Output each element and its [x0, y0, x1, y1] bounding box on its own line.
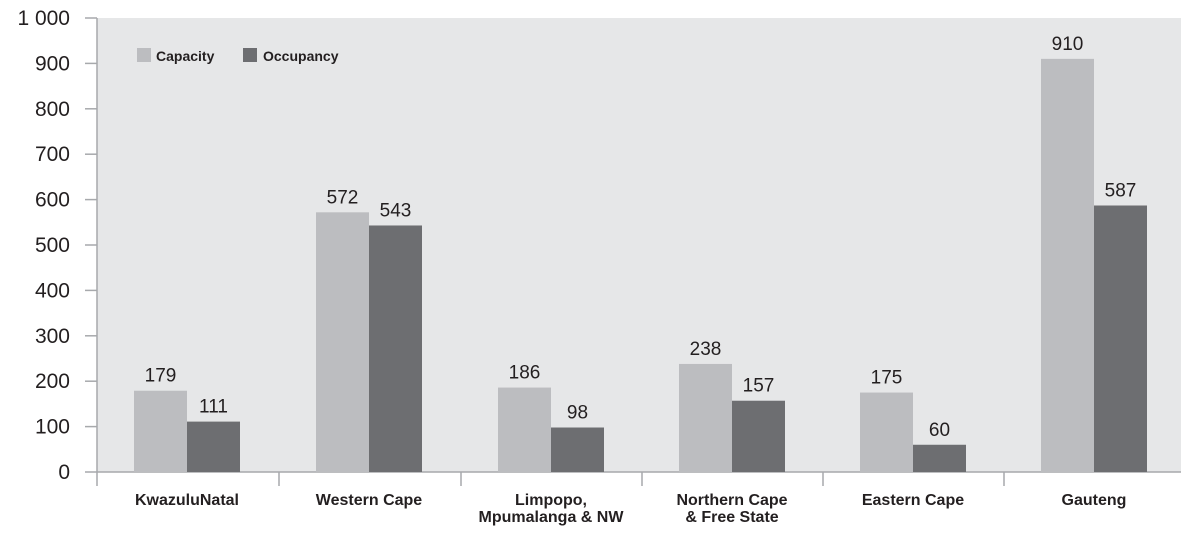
bar-capacity-5: [1041, 58, 1094, 473]
x-category-label-5-0: Gauteng: [1062, 492, 1127, 509]
value-label-occupancy-4: 60: [929, 420, 950, 441]
bar-occupancy-1: [369, 225, 422, 472]
bar-occupancy-2: [551, 427, 604, 472]
value-label-occupancy-3: 157: [743, 376, 775, 397]
x-category-label-2-1: Mpumalanga & NW: [479, 509, 625, 526]
value-label-capacity-5: 910: [1052, 34, 1084, 55]
bar-capacity-4: [860, 392, 913, 472]
legend-label-capacity: Capacity: [156, 48, 215, 64]
bar-capacity-3: [679, 363, 732, 472]
legend-swatch-occupancy: [243, 48, 257, 62]
value-label-capacity-4: 175: [871, 368, 903, 389]
legend-swatch-capacity: [137, 48, 151, 62]
bar-capacity-2: [498, 387, 551, 472]
value-label-capacity-2: 186: [509, 363, 541, 384]
y-tick-label-500: 500: [35, 234, 70, 257]
x-category-label-4-0: Eastern Cape: [862, 492, 964, 509]
x-category-label-2-0: Limpopo,: [515, 492, 587, 509]
value-label-occupancy-2: 98: [567, 403, 588, 424]
y-tick-label-800: 800: [35, 98, 70, 121]
x-category-label-0-0: KwazuluNatal: [135, 492, 239, 509]
value-label-capacity-1: 572: [327, 187, 359, 208]
value-label-capacity-3: 238: [690, 339, 722, 360]
value-label-capacity-0: 179: [145, 366, 177, 387]
legend-label-occupancy: Occupancy: [263, 48, 339, 64]
y-tick-label-200: 200: [35, 370, 70, 393]
y-tick-label-900: 900: [35, 52, 70, 75]
y-tick-label-100: 100: [35, 416, 70, 439]
x-category-label-3-0: Northern Cape: [676, 492, 787, 509]
bar-occupancy-4: [913, 444, 966, 472]
x-category-label-3-1: & Free State: [685, 509, 778, 526]
y-tick-label-1000: 1 000: [17, 7, 70, 30]
bar-capacity-1: [316, 212, 369, 472]
value-label-occupancy-0: 111: [199, 397, 228, 418]
value-label-occupancy-5: 587: [1105, 181, 1137, 202]
y-tick-label-0: 0: [58, 461, 70, 484]
plot-background: [97, 18, 1181, 472]
bar-occupancy-3: [732, 400, 785, 472]
value-label-occupancy-1: 543: [380, 200, 412, 221]
y-tick-label-300: 300: [35, 325, 70, 348]
y-tick-label-700: 700: [35, 143, 70, 166]
x-category-label-1-0: Western Cape: [316, 492, 423, 509]
bar-occupancy-5: [1094, 205, 1147, 472]
y-tick-label-600: 600: [35, 189, 70, 212]
y-tick-label-400: 400: [35, 279, 70, 302]
bar-capacity-0: [134, 390, 187, 472]
bar-occupancy-0: [187, 421, 240, 472]
